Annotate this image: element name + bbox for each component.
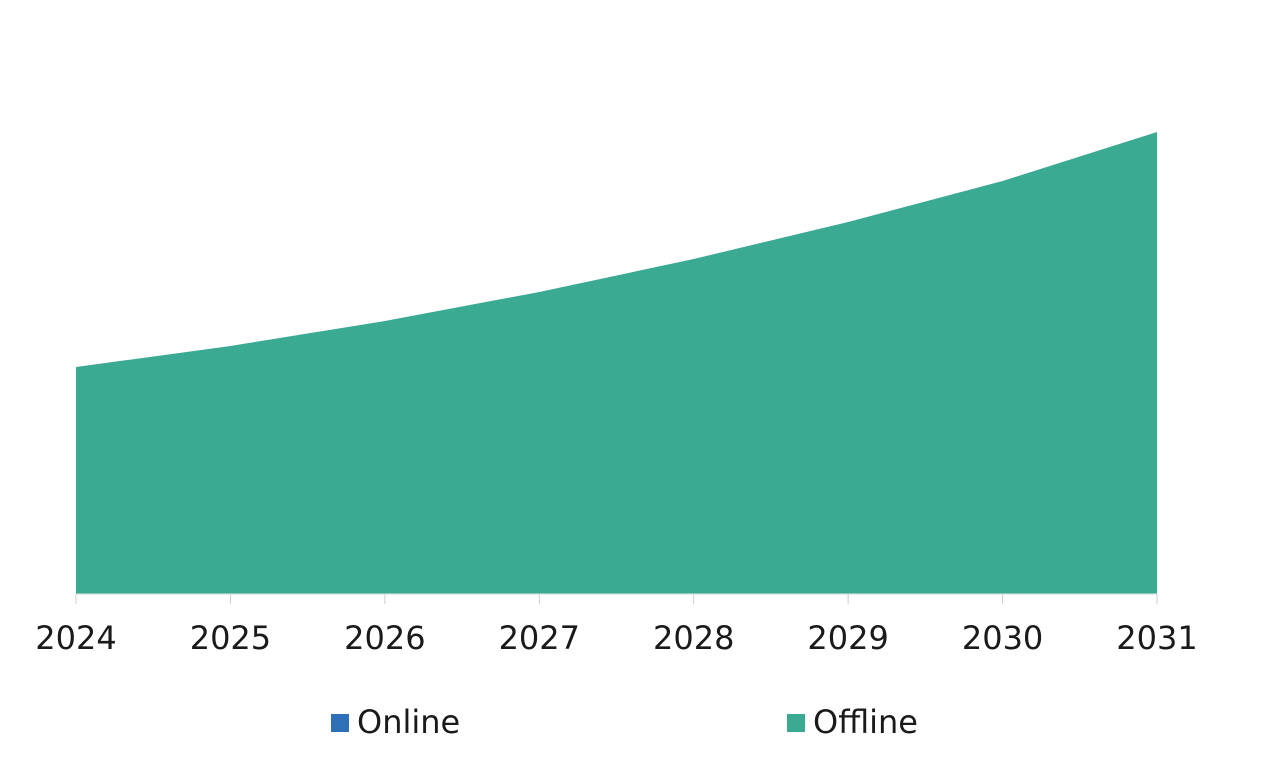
legend-label: Offline (813, 703, 918, 741)
x-tick-label: 2028 (653, 619, 734, 657)
x-tick-label: 2027 (499, 619, 580, 657)
x-tick-label: 2025 (190, 619, 271, 657)
x-tick-label: 2026 (344, 619, 425, 657)
legend-swatch (787, 714, 805, 732)
x-tick-label: 2031 (1116, 619, 1197, 657)
area (76, 132, 1157, 594)
x-tick-label: 2029 (807, 619, 888, 657)
legend-swatch (331, 714, 349, 732)
legend-label: Online (357, 703, 460, 741)
x-tick-label: 2024 (35, 619, 116, 657)
x-tick-label: 2030 (962, 619, 1043, 657)
